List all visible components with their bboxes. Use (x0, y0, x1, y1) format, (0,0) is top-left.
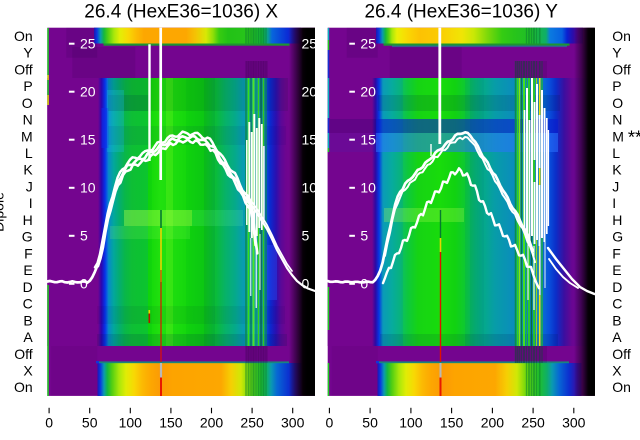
svg-text:J: J (26, 179, 33, 195)
svg-text:Off: Off (14, 346, 33, 362)
svg-text:20: 20 (80, 84, 96, 100)
svg-text:L: L (612, 145, 620, 161)
svg-text:100: 100 (119, 414, 143, 430)
svg-text:10: 10 (360, 180, 376, 196)
svg-text:20: 20 (302, 84, 318, 100)
svg-text:10: 10 (80, 180, 96, 196)
svg-text:On: On (14, 28, 33, 44)
svg-text:0: 0 (45, 414, 53, 430)
svg-text:15: 15 (302, 132, 318, 148)
svg-text:P: P (612, 78, 621, 94)
svg-text:Dipole: Dipole (0, 192, 7, 232)
svg-text:150: 150 (159, 414, 183, 430)
svg-text:G: G (612, 229, 623, 245)
svg-text:15: 15 (360, 132, 376, 148)
svg-text:G: G (22, 229, 33, 245)
svg-text:0: 0 (302, 276, 310, 292)
svg-text:On: On (14, 379, 33, 395)
svg-text:C: C (612, 296, 622, 312)
svg-text:On: On (612, 379, 631, 395)
svg-text:Off: Off (612, 61, 631, 77)
svg-text:A: A (23, 329, 33, 345)
svg-text:E: E (23, 262, 32, 278)
svg-text:200: 200 (200, 414, 224, 430)
svg-text:200: 200 (481, 414, 505, 430)
svg-text:150: 150 (440, 414, 464, 430)
svg-text:250: 250 (240, 414, 264, 430)
svg-text:50: 50 (362, 414, 378, 430)
svg-text:C: C (23, 296, 33, 312)
svg-text:L: L (25, 145, 33, 161)
svg-text:K: K (23, 162, 33, 178)
svg-text:I: I (612, 195, 616, 211)
svg-text:0: 0 (326, 414, 334, 430)
svg-text:26.4 (HexE36=1036) X: 26.4 (HexE36=1036) X (84, 2, 278, 23)
svg-text:Off: Off (14, 61, 33, 77)
svg-text:I: I (29, 195, 33, 211)
svg-text:K: K (612, 162, 622, 178)
svg-text:X: X (612, 363, 622, 379)
svg-text:A: A (612, 329, 622, 345)
svg-text:F: F (612, 245, 621, 261)
svg-text:F: F (24, 245, 33, 261)
svg-text:50: 50 (82, 414, 98, 430)
svg-text:10: 10 (302, 180, 318, 196)
svg-text:J: J (612, 179, 619, 195)
svg-text:B: B (23, 312, 32, 328)
svg-text:B: B (612, 312, 621, 328)
svg-text:300: 300 (562, 414, 586, 430)
svg-text:N: N (612, 112, 622, 128)
svg-text:0: 0 (80, 276, 88, 292)
svg-text:0: 0 (360, 276, 368, 292)
svg-text:300: 300 (281, 414, 305, 430)
svg-text:H: H (23, 212, 33, 228)
svg-text:O: O (612, 95, 623, 111)
svg-text:5: 5 (302, 228, 310, 244)
svg-text:25: 25 (302, 36, 318, 52)
svg-text:5: 5 (80, 228, 88, 244)
svg-text:D: D (23, 279, 33, 295)
svg-text:20: 20 (360, 84, 376, 100)
svg-text:Y: Y (23, 45, 33, 61)
svg-text:O: O (22, 95, 33, 111)
svg-text:P: P (23, 78, 32, 94)
svg-text:100: 100 (399, 414, 423, 430)
svg-text:26.4 (HexE36=1036) Y: 26.4 (HexE36=1036) Y (364, 2, 558, 23)
svg-text:25: 25 (80, 36, 96, 52)
svg-text:Y: Y (612, 45, 622, 61)
svg-text:Off: Off (612, 346, 631, 362)
svg-text:25: 25 (360, 36, 376, 52)
svg-text:E: E (612, 262, 621, 278)
svg-text:15: 15 (80, 132, 96, 148)
svg-text:N: N (23, 112, 33, 128)
svg-text:On: On (612, 28, 631, 44)
svg-text:M: M (21, 128, 33, 144)
svg-text:D: D (612, 279, 622, 295)
svg-text:5: 5 (360, 228, 368, 244)
svg-text:H: H (612, 212, 622, 228)
svg-text:250: 250 (521, 414, 545, 430)
svg-text:M **: M ** (612, 126, 640, 147)
svg-text:X: X (23, 363, 33, 379)
